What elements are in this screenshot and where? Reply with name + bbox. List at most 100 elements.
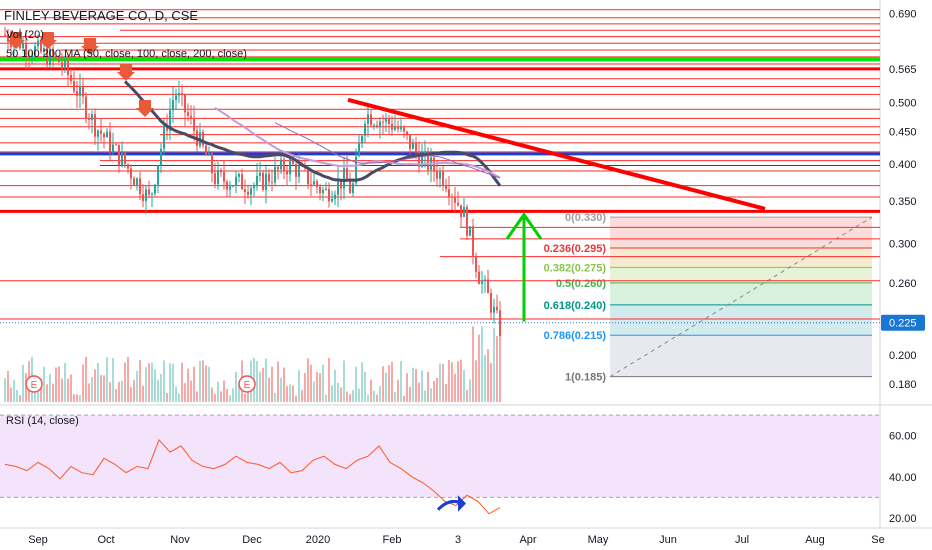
candle-body <box>10 41 12 48</box>
volume-bar <box>463 370 465 402</box>
candle-body <box>4 34 6 36</box>
candle-body <box>247 192 249 195</box>
candle-body <box>469 226 471 236</box>
drawings[interactable] <box>7 32 766 322</box>
volume-bar <box>265 358 267 402</box>
volume-bar <box>91 376 93 402</box>
volume-bar <box>268 377 270 402</box>
volume-bar <box>280 377 282 402</box>
candle-body <box>244 189 246 193</box>
volume-bar <box>115 389 117 402</box>
candle-body <box>193 117 195 131</box>
candle-body <box>97 130 99 137</box>
candle-body <box>283 159 285 172</box>
candle-body <box>340 179 342 189</box>
sell-arrow-2 <box>81 38 99 55</box>
volume-bar <box>151 362 153 402</box>
volume-bar <box>400 360 402 402</box>
candle-body <box>343 168 345 189</box>
earnings-label-0: E <box>31 380 38 391</box>
candle-body <box>334 194 336 199</box>
volume-bar <box>190 380 192 402</box>
volume-bar <box>106 357 108 402</box>
candle-body <box>73 81 75 92</box>
time-label-7: Apr <box>519 534 536 546</box>
candle-body <box>493 306 495 313</box>
candle-body <box>148 189 150 195</box>
candle-body <box>139 178 141 195</box>
volume-bar <box>49 374 51 402</box>
volume-bar <box>403 395 405 402</box>
rsi-tick-1: 40.00 <box>889 472 917 484</box>
volume-bar <box>61 378 63 402</box>
volume-bar <box>445 384 447 402</box>
volume-bar <box>322 364 324 402</box>
volume-bar <box>346 391 348 402</box>
volume-bar <box>181 362 183 402</box>
candle-body <box>481 280 483 284</box>
candle-body <box>472 226 474 256</box>
candle-body <box>34 46 36 56</box>
fib-label-0: 0(0.330) <box>565 212 606 224</box>
volume-bar <box>343 360 345 402</box>
volume-bar <box>82 364 84 402</box>
candle-body <box>67 60 69 76</box>
candle-body <box>190 115 192 118</box>
candle-body <box>427 151 429 170</box>
volume-bar <box>37 389 39 402</box>
volume-bar <box>85 356 87 402</box>
volume-bar <box>142 385 144 402</box>
volume-bar <box>64 363 66 402</box>
volume-bar <box>310 364 312 402</box>
price-tick-2: 0.500 <box>889 98 917 110</box>
volume-bar <box>304 372 306 402</box>
current-price-tag <box>881 314 925 331</box>
volume-bar <box>172 363 174 402</box>
volume-bar <box>25 373 27 402</box>
volume-bar <box>370 379 372 402</box>
fib-label-2: 0.382(0.275) <box>544 262 607 274</box>
volume-bar <box>307 358 309 402</box>
fib-label-6: 1(0.185) <box>565 372 606 384</box>
candle-body <box>274 166 276 183</box>
volume-bar <box>376 394 378 402</box>
candle-body <box>133 178 135 185</box>
fib-zone-1 <box>610 248 872 268</box>
volume-bar <box>184 383 186 402</box>
symbol-title: FINLEY BEVERAGE CO, D, CSE <box>4 8 198 23</box>
volume-bar <box>313 381 315 402</box>
candle-body <box>367 114 369 124</box>
candle-body <box>322 189 324 194</box>
candle-body <box>298 165 300 177</box>
volume-bar <box>178 393 180 402</box>
candle-body <box>64 60 66 67</box>
volume-bar <box>355 366 357 402</box>
candle-body <box>43 48 45 52</box>
volume-bar <box>124 362 126 402</box>
volume-bar <box>364 372 366 402</box>
ma-50-line <box>123 80 502 187</box>
fibonacci-retracement[interactable]: 0(0.330) 0.236(0.295) 0.382(0.275) 0.5(0.26… <box>544 212 873 384</box>
time-label-8: May <box>588 534 609 546</box>
volume-bar <box>421 370 423 402</box>
candle-body <box>466 207 468 236</box>
volume-bar <box>169 363 171 402</box>
volume-bar <box>382 366 384 402</box>
volume-bar <box>271 366 273 402</box>
candle-body <box>265 173 267 190</box>
candle-body <box>169 110 171 131</box>
candle-body <box>127 164 129 169</box>
volume-bar <box>22 364 24 402</box>
candle-body <box>358 143 360 157</box>
candle-body <box>325 188 327 190</box>
volume-bar <box>88 383 90 402</box>
volume-bar <box>148 363 150 402</box>
candle-body <box>364 123 366 136</box>
volume-bar <box>352 390 354 402</box>
volume-bar <box>493 327 495 402</box>
fib-label-1: 0.236(0.295) <box>544 243 607 255</box>
candle-body <box>352 183 354 194</box>
time-label-3: Dec <box>242 534 262 546</box>
volume-bar <box>199 360 201 402</box>
